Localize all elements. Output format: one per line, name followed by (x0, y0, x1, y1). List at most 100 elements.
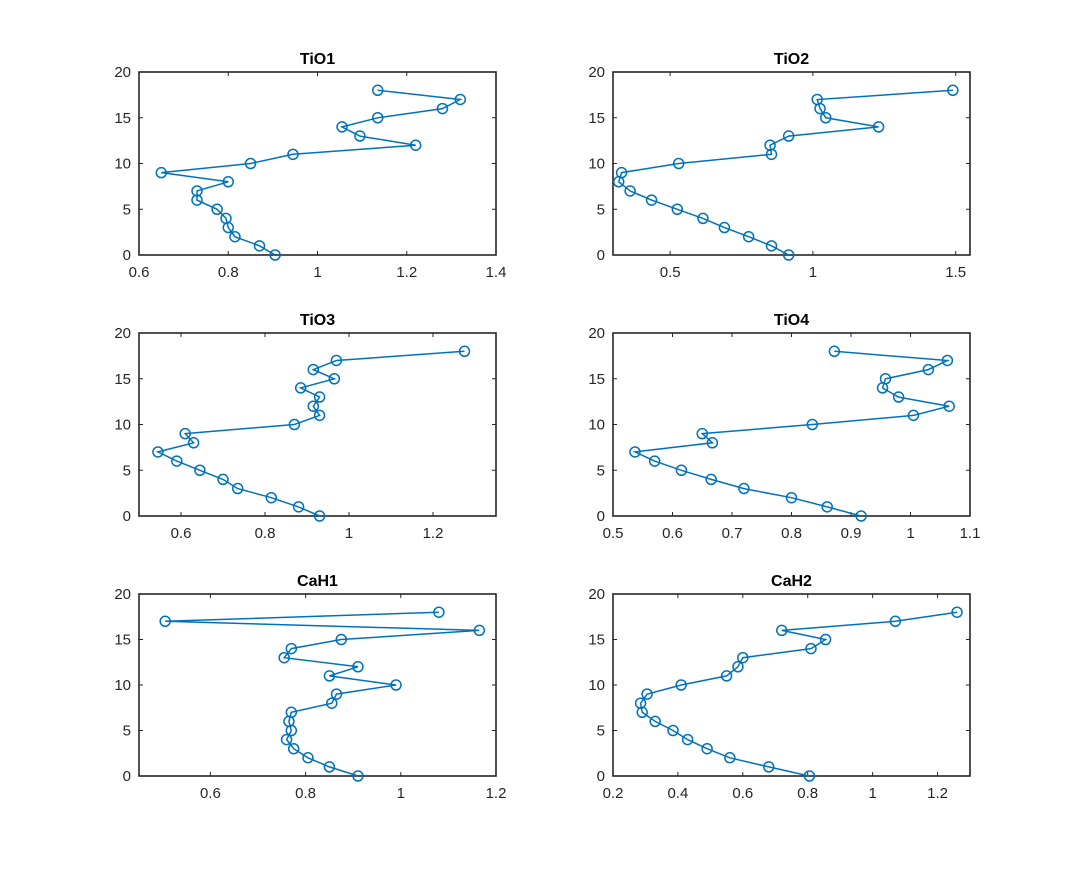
data-point (390, 679, 402, 691)
data-point (330, 354, 343, 367)
data-point (229, 230, 241, 243)
data-point (323, 670, 336, 682)
data-point (947, 84, 959, 97)
y-tick-label: 15 (114, 632, 131, 649)
axes-box (138, 332, 497, 517)
data-point (155, 166, 168, 179)
data-point (278, 651, 290, 664)
y-tick-label: 10 (114, 677, 131, 694)
data-point (187, 437, 200, 449)
axes-box (612, 71, 971, 256)
data-point (265, 491, 278, 504)
data-point (634, 697, 647, 709)
data-point (672, 157, 685, 170)
axes-box (138, 71, 497, 256)
data-point (675, 464, 688, 476)
data-point (287, 742, 300, 755)
x-tick-label: 0.6 (732, 785, 753, 802)
data-point (811, 93, 823, 106)
data-point (433, 606, 445, 618)
x-tick-label: 1.2 (423, 525, 444, 542)
y-tick-label: 10 (114, 156, 131, 173)
x-tick-label: 0.5 (603, 525, 624, 542)
data-point (352, 661, 364, 673)
chart-title: TiO1 (300, 51, 335, 68)
data-point (724, 752, 736, 764)
series-line (632, 350, 951, 517)
x-tick-label: 0.5 (660, 264, 681, 281)
y-tick-label: 5 (123, 723, 131, 740)
chart-panel-cah2: 0.2 0.4 0.6 0.8 1 1.2 0 5 10 15 20 CaH2 (588, 573, 971, 802)
data-point (280, 733, 293, 746)
data-point (211, 203, 223, 215)
chart-title: CaH2 (771, 573, 812, 590)
y-tick-label: 20 (588, 586, 605, 603)
series-line (639, 611, 958, 777)
data-point (244, 157, 257, 170)
data-point (371, 112, 384, 124)
data-point (409, 139, 422, 151)
chart-title: CaH1 (297, 573, 338, 590)
data-point (217, 473, 229, 486)
y-tick-label: 15 (114, 110, 131, 127)
data-point (313, 409, 326, 422)
y-tick-label: 10 (588, 156, 605, 173)
data-point (231, 482, 244, 495)
x-tick-label: 0.6 (171, 525, 192, 542)
data-point (220, 212, 232, 225)
data-point (288, 418, 301, 431)
data-point (819, 633, 832, 646)
data-point (191, 185, 203, 197)
data-point (675, 679, 687, 691)
data-point (473, 624, 486, 637)
data-point (629, 446, 641, 458)
data-point (828, 345, 841, 358)
data-point (785, 491, 798, 504)
x-tick-label: 1 (809, 264, 817, 281)
y-tick-label: 5 (597, 201, 605, 218)
x-tick-label: 1.2 (396, 264, 417, 281)
data-point (820, 112, 832, 124)
data-point (681, 733, 694, 746)
data-point (458, 345, 471, 358)
data-point (171, 455, 183, 467)
y-tick-label: 0 (123, 768, 131, 785)
y-tick-label: 20 (588, 64, 605, 81)
data-point (454, 93, 467, 106)
data-point (328, 373, 341, 385)
data-point (718, 221, 731, 234)
x-tick-label: 0.8 (797, 785, 818, 802)
data-point (803, 770, 816, 782)
data-point (436, 102, 449, 115)
y-tick-label: 20 (114, 325, 131, 342)
x-tick-label: 1 (345, 525, 353, 542)
data-point (294, 382, 307, 394)
chart-panel-tio2: 0.5 1 1.5 0 5 10 15 20 TiO2 (588, 51, 971, 281)
data-point (307, 400, 320, 412)
axes-box (612, 332, 971, 517)
data-point (701, 742, 713, 755)
data-point (706, 437, 719, 449)
data-point (648, 455, 661, 467)
data-point (667, 724, 679, 737)
data-point (354, 130, 366, 142)
data-point (649, 715, 661, 728)
y-tick-label: 0 (123, 508, 131, 525)
y-tick-label: 0 (597, 768, 605, 785)
data-point (720, 670, 733, 682)
y-tick-label: 0 (597, 508, 605, 525)
data-point (697, 212, 709, 225)
chart-panel-tio4: 0.5 0.6 0.7 0.8 0.9 1 1.1 0 5 10 15 20 TiO4 (588, 312, 980, 542)
data-point (645, 194, 658, 206)
x-tick-label: 0.8 (255, 525, 276, 542)
y-tick-label: 0 (597, 247, 605, 264)
y-tick-label: 15 (114, 371, 131, 388)
data-point (641, 688, 653, 700)
series-line (161, 89, 463, 256)
y-tick-label: 15 (588, 632, 605, 649)
x-tick-label: 1 (906, 525, 914, 542)
axes-box (612, 593, 971, 777)
data-point (732, 661, 744, 673)
data-point (615, 166, 628, 179)
